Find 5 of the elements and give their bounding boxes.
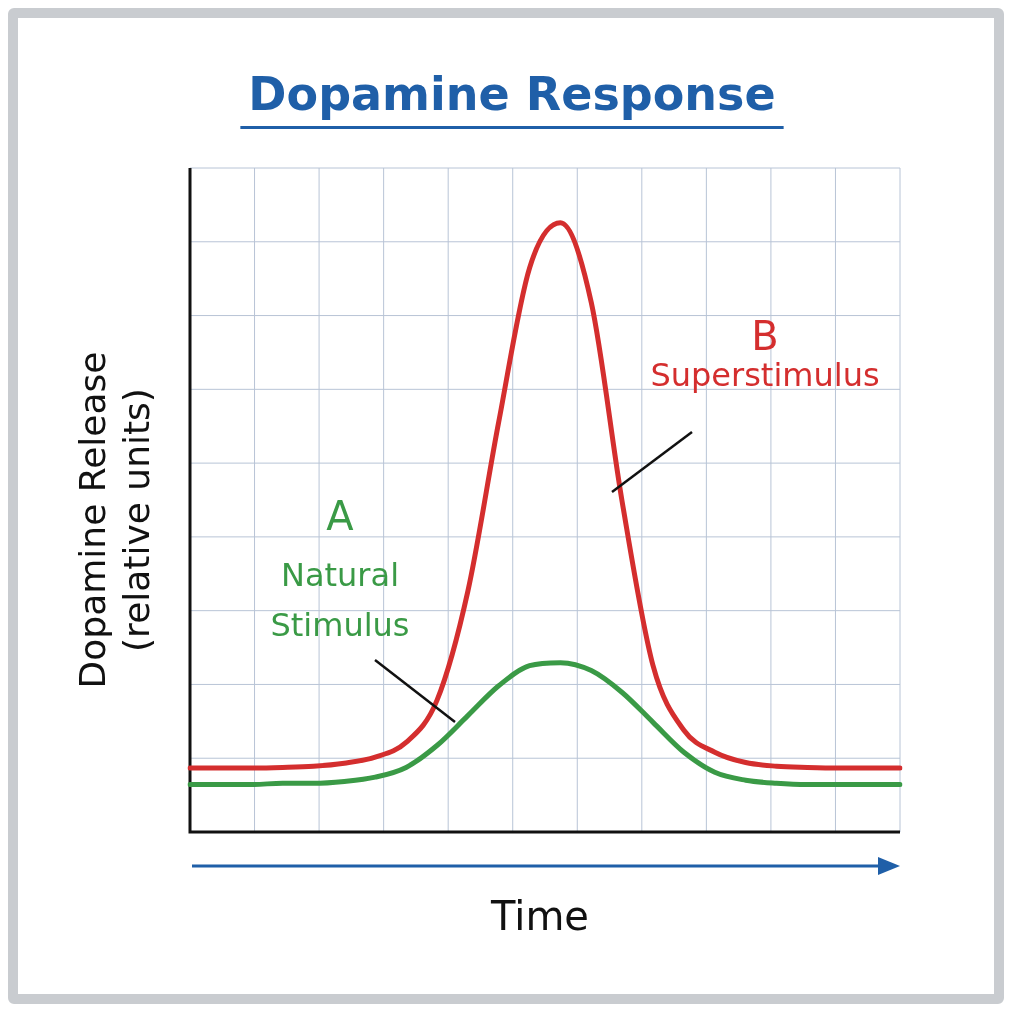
x-axis-title: Time: [490, 893, 589, 940]
chart-title: Dopamine Response: [248, 66, 776, 121]
annotation: A: [326, 493, 355, 540]
text: Natural Stimulus: [270, 556, 410, 645]
y-axis-title: Dopamine Release (relative units): [72, 351, 158, 689]
